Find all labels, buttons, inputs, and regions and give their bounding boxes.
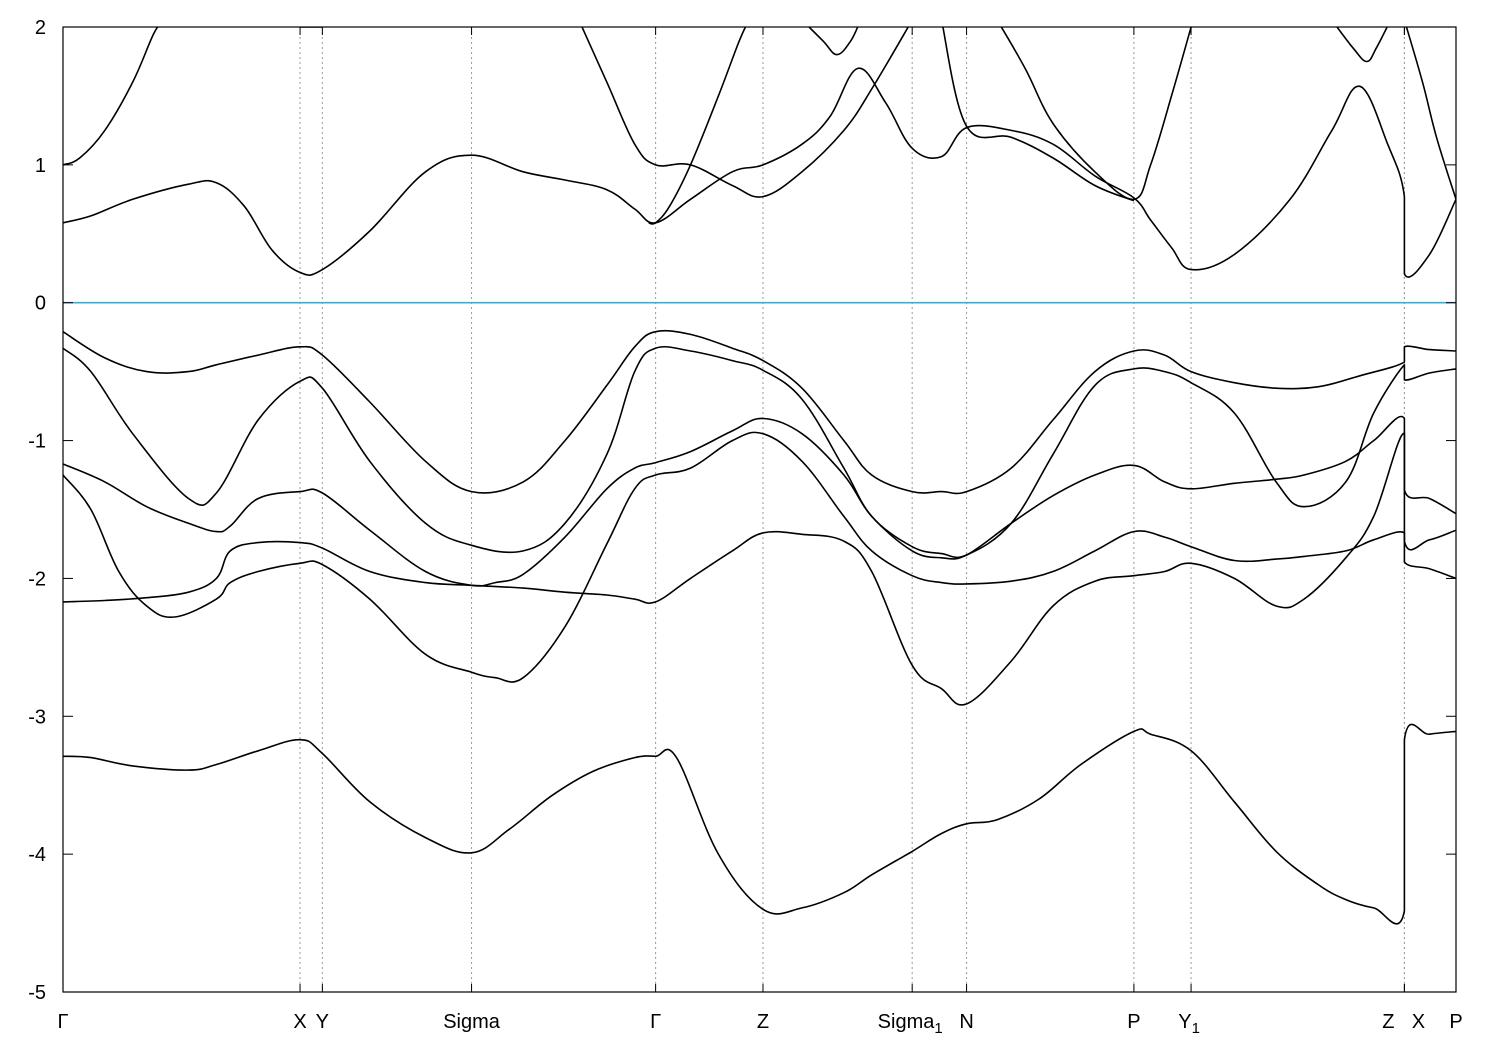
band-7 <box>63 67 1456 278</box>
y-tick-label: -1 <box>28 431 46 453</box>
x-tick-label: P <box>1127 1011 1140 1033</box>
band-2 <box>63 431 1456 683</box>
y-axis-ticks: 2 1 0 -1 -2 -3 -4 -5 <box>28 17 1456 1004</box>
band-12 <box>1000 27 1192 201</box>
band-lines <box>63 27 1456 925</box>
band-11 <box>807 27 859 56</box>
x-tick-label: X <box>293 1011 306 1033</box>
band-3 <box>63 432 1456 706</box>
x-tick-label: Sigma1 <box>878 1011 943 1037</box>
y-tick-label: 0 <box>35 293 46 315</box>
x-tick-label: Z <box>1382 1011 1394 1033</box>
band-4 <box>63 415 1456 587</box>
band-15 <box>1405 27 1456 200</box>
y-tick-label: 2 <box>35 17 46 39</box>
band-14 <box>1336 27 1389 63</box>
band-6 <box>63 329 1456 495</box>
x-tick-label: Z <box>757 1011 769 1033</box>
x-tick-label: Y <box>316 1011 329 1033</box>
y-tick-label: -5 <box>28 982 46 1004</box>
x-tick-label: N <box>959 1011 973 1033</box>
band-13 <box>942 27 1135 202</box>
band-1 <box>63 723 1456 925</box>
band-9 <box>581 27 910 198</box>
x-tick-label: Sigma <box>443 1011 501 1033</box>
y-tick-label: -3 <box>28 706 46 728</box>
x-tick-label: Y1 <box>1178 1011 1200 1037</box>
kpoint-divider-lines <box>299 27 1405 992</box>
y-tick-label: 1 <box>35 155 46 177</box>
band-5 <box>63 345 1456 559</box>
plot-frame <box>62 26 1457 993</box>
y-tick-label: -2 <box>28 568 46 590</box>
x-tick-label: Γ <box>57 1011 68 1033</box>
band-8 <box>63 27 159 166</box>
x-axis-ticks: Γ X Y Sigma Γ Z Sigma1 N P Y1 Z X P <box>57 27 1463 1037</box>
x-tick-label: X <box>1412 1011 1425 1033</box>
band-10 <box>648 27 747 225</box>
y-tick-label: -4 <box>28 844 46 866</box>
x-tick-label: Γ <box>650 1011 661 1033</box>
x-tick-label: P <box>1449 1011 1462 1033</box>
